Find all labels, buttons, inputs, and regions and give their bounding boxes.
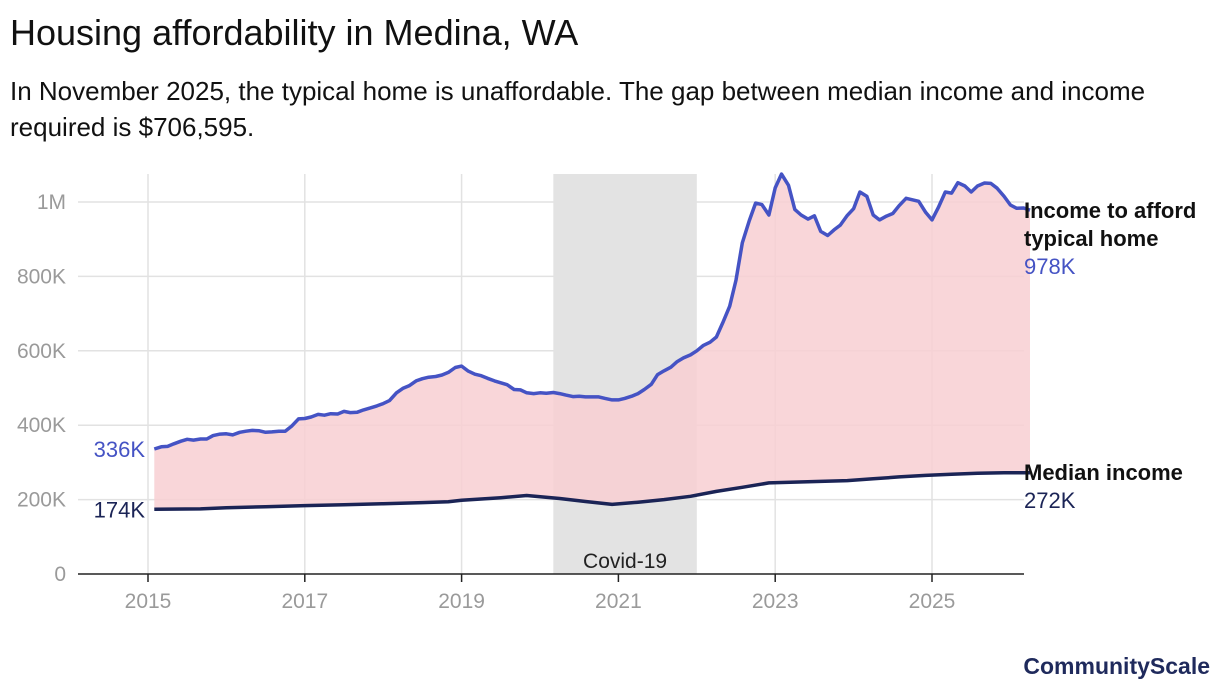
series-line-median-income (154, 471, 1030, 512)
covid-annotation-label: Covid-19 (583, 550, 667, 573)
y-tick-label-2: 400K (17, 414, 66, 437)
median-income-end-value: 272K (1024, 488, 1076, 513)
x-tick-label-2: 2019 (438, 590, 485, 613)
required-income-start-label: 336K (94, 437, 146, 462)
x-tick-label-5: 2025 (909, 590, 956, 613)
communityscale-logo[interactable]: CommunityScale (1023, 653, 1210, 679)
required-income-series-name-line2: typical home (1024, 226, 1158, 251)
chart-subtitle: In November 2025, the typical home is un… (10, 76, 1146, 142)
y-tick-label-3: 600K (17, 340, 66, 363)
median-income-start-label: 174K (94, 497, 146, 522)
y-tick-label-1: 200K (17, 489, 66, 512)
tick-layer: 0 200K 400K 600K 800K 1M 2015 2017 2019 2021 2023 2… (17, 191, 955, 613)
affordability-gap-area (154, 174, 1031, 510)
x-tick-label-4: 2023 (752, 590, 799, 613)
x-tick-label-3: 2021 (595, 590, 642, 613)
median-income-series-name: Median income (1024, 460, 1183, 485)
series-line-required-income (153, 172, 1031, 451)
required-income-series-name-line1: Income to afford (1024, 198, 1196, 223)
required-income-end-value: 978K (1024, 254, 1076, 279)
y-tick-label-4: 800K (17, 265, 66, 288)
x-tick-label-1: 2017 (281, 590, 328, 613)
y-tick-label-5: 1M (37, 191, 66, 214)
x-tick-label-0: 2015 (125, 590, 172, 613)
y-tick-label-0: 0 (54, 563, 66, 586)
chart-title: Housing affordability in Medina, WA (10, 12, 579, 53)
